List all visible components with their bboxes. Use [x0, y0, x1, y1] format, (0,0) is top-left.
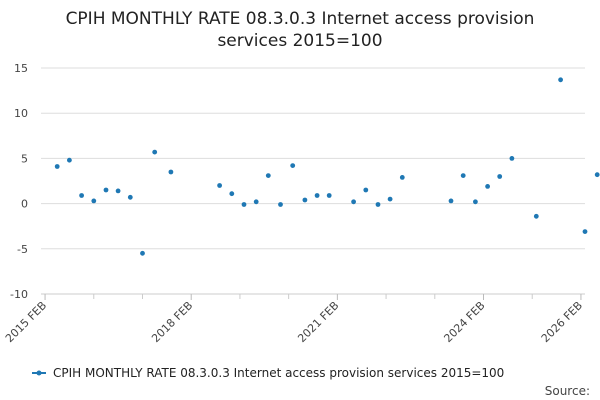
x-tick-label: 2021 FEB — [295, 299, 341, 345]
x-tick-label: 2015 FEB — [3, 299, 49, 345]
data-point[interactable] — [314, 193, 320, 198]
y-tick-label: 5 — [21, 152, 28, 165]
legend[interactable]: CPIH MONTHLY RATE 08.3.0.3 Internet acce… — [32, 366, 504, 380]
data-point[interactable] — [278, 202, 283, 207]
data-point[interactable] — [103, 187, 109, 193]
y-tick-label: 0 — [21, 198, 28, 211]
data-point[interactable] — [67, 157, 72, 163]
data-point[interactable] — [558, 77, 563, 83]
data-point[interactable] — [152, 149, 158, 155]
data-point[interactable] — [351, 199, 356, 205]
chart-title-line-1: CPIH MONTHLY RATE 08.3.0.3 Internet acce… — [66, 9, 535, 29]
data-point[interactable] — [533, 213, 539, 219]
y-tick-label: -10 — [10, 288, 28, 301]
data-point[interactable] — [229, 191, 235, 197]
data-point[interactable] — [253, 199, 259, 205]
data-point[interactable] — [594, 172, 600, 178]
y-axis-ticks: -10 -5 0 5 10 15 — [10, 62, 28, 301]
data-point[interactable] — [460, 173, 466, 179]
data-point[interactable] — [387, 196, 393, 202]
grid-lines — [41, 67, 585, 295]
data-point[interactable] — [79, 193, 84, 198]
data-point[interactable] — [509, 156, 515, 161]
data-point[interactable] — [363, 187, 369, 193]
data-point[interactable] — [91, 198, 97, 204]
y-tick-label: 10 — [14, 107, 28, 120]
data-point[interactable] — [399, 175, 405, 180]
data-point[interactable] — [290, 163, 296, 169]
data-point[interactable] — [54, 164, 60, 169]
data-point[interactable] — [241, 202, 247, 207]
legend-dot-marker — [36, 370, 42, 376]
data-point[interactable] — [375, 202, 381, 207]
x-tick-label: 2026 FEB — [539, 299, 585, 345]
data-point[interactable] — [473, 199, 478, 205]
source-label: Source: — [545, 384, 590, 398]
chart-title: CPIH MONTHLY RATE 08.3.0.3 Internet acce… — [66, 9, 535, 51]
data-point[interactable] — [168, 169, 174, 175]
data-point[interactable] — [217, 183, 223, 188]
x-tick-label: 2018 FEB — [149, 299, 195, 345]
x-axis-ticks: 2015 FEB 2018 FEB 2021 FEB 2024 FEB 2026 FEB — [3, 294, 585, 345]
legend-label: CPIH MONTHLY RATE 08.3.0.3 Internet acce… — [53, 366, 504, 380]
data-point[interactable] — [140, 250, 145, 256]
data-point[interactable] — [582, 229, 588, 235]
data-point[interactable] — [115, 188, 121, 194]
data-points — [54, 77, 600, 256]
y-tick-label: 15 — [14, 62, 28, 75]
data-point[interactable] — [497, 174, 503, 179]
data-point[interactable] — [265, 173, 271, 179]
x-tick-label: 2024 FEB — [441, 299, 487, 345]
data-point[interactable] — [326, 193, 332, 198]
data-point[interactable] — [448, 198, 454, 204]
data-point[interactable] — [127, 194, 133, 200]
chart-title-line-2: services 2015=100 — [217, 31, 382, 51]
data-point[interactable] — [485, 184, 490, 189]
data-point[interactable] — [302, 197, 308, 203]
y-tick-label: -5 — [17, 243, 28, 256]
